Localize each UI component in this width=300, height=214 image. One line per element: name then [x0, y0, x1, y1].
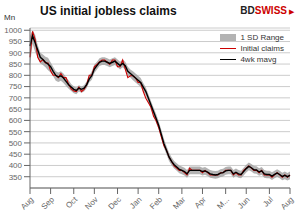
svg-text:900: 900: [9, 49, 23, 58]
html-text:4wk mavg: 4wk mavg: [240, 55, 277, 64]
svg-text:Dec: Dec: [107, 195, 123, 211]
html-text:US initial jobless claims: US initial jobless claims: [40, 4, 177, 18]
html-text:Initial claims: Initial claims: [240, 44, 284, 53]
svg-text:Nov: Nov: [83, 195, 99, 211]
svg-text:Aug: Aug: [19, 195, 35, 211]
svg-text:350: 350: [9, 173, 23, 182]
svg-text:Jun: Jun: [236, 195, 251, 210]
svg-text:Jan: Jan: [128, 195, 143, 210]
svg-text:Oct: Oct: [64, 195, 80, 211]
svg-text:Sep: Sep: [40, 195, 57, 212]
svg-text:Mar: Mar: [171, 195, 187, 211]
svg-text:400: 400: [9, 161, 23, 170]
svg-text:500: 500: [9, 139, 23, 148]
html-text:Mn: Mn: [4, 13, 16, 22]
svg-text:M...: M...: [215, 195, 231, 211]
svg-text:950: 950: [9, 37, 23, 46]
svg-text:1000: 1000: [8, 26, 23, 35]
svg-text:650: 650: [9, 105, 23, 114]
svg-text:550: 550: [9, 128, 23, 137]
svg-text:750: 750: [9, 82, 23, 91]
svg-text:Jul: Jul: [261, 195, 275, 209]
svg-text:450: 450: [9, 150, 23, 159]
html-text:BD SWISS ▶: BD SWISS ▶: [240, 5, 294, 16]
svg-text:850: 850: [9, 60, 23, 69]
svg-text:Feb: Feb: [148, 195, 165, 212]
html-text:1 SD Range: 1 SD Range: [240, 33, 284, 42]
svg-text:Aug: Aug: [279, 195, 292, 211]
svg-text:Apr: Apr: [193, 195, 208, 210]
svg-text:600: 600: [9, 116, 23, 125]
svg-text:800: 800: [9, 71, 23, 80]
svg-text:700: 700: [9, 94, 23, 103]
